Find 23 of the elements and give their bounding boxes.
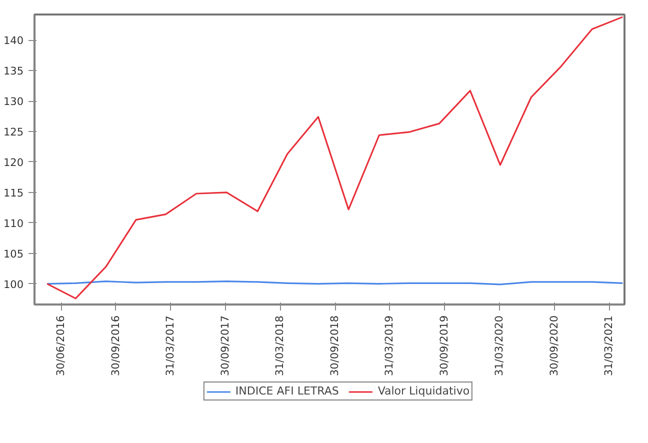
x-tick-label: 31/03/2017 <box>164 315 177 376</box>
x-tick-label: 30/06/2016 <box>55 315 68 376</box>
x-tick-label: 30/09/2018 <box>329 315 342 376</box>
y-tick-label: 100 <box>3 278 24 291</box>
x-tick-label: 31/03/2019 <box>384 315 396 376</box>
legend-label: Valor Liquidativo <box>378 384 470 398</box>
x-tick-label: 30/09/2020 <box>548 315 561 376</box>
x-tick-label: 31/03/2021 <box>603 315 616 376</box>
legend-label: INDICE AFI LETRAS <box>235 384 339 398</box>
y-tick-label: 135 <box>3 66 24 78</box>
x-tick-label: 31/03/2018 <box>274 315 286 376</box>
y-tick-label: 130 <box>3 96 24 108</box>
x-tick-label: 31/03/2020 <box>494 315 506 376</box>
x-tick-label: 30/09/2016 <box>110 315 122 376</box>
y-tick-label: 120 <box>3 156 24 169</box>
y-tick-label: 115 <box>3 187 24 200</box>
line-series <box>46 16 624 300</box>
y-tick-label: 105 <box>3 248 24 260</box>
x-tick-label: 30/09/2017 <box>219 315 232 376</box>
y-tick-label: 110 <box>3 218 24 230</box>
y-tick-label: 140 <box>3 35 24 48</box>
x-tick-label: 30/09/2019 <box>438 315 451 376</box>
y-tick-label: 125 <box>3 126 24 138</box>
